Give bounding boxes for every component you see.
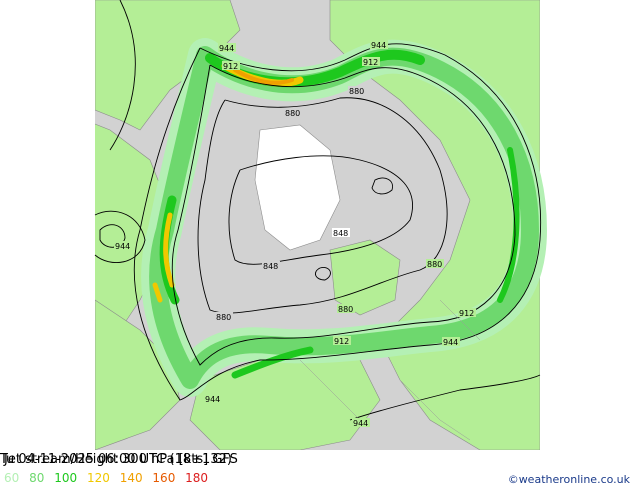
- contour-label: 912: [334, 337, 349, 346]
- contour-label: 944: [353, 419, 368, 428]
- speed-legend: 60 80 100 120 140 160 180: [4, 471, 214, 485]
- legend-item: 100: [54, 471, 78, 485]
- contour-label: 880: [338, 305, 353, 314]
- contour-label: 944: [115, 242, 130, 251]
- legend-item: 180: [185, 471, 209, 485]
- legend-item: 160: [152, 471, 176, 485]
- credit-link[interactable]: ©weatheronline.co.uk: [507, 473, 630, 486]
- contour-labels: 944 944 912 912 880 880 944 848 848 880 …: [114, 40, 476, 428]
- contour-label: 912: [459, 309, 474, 318]
- left-frame: [0, 0, 95, 450]
- contour-label: 880: [349, 87, 364, 96]
- coastlines: [299, 299, 481, 441]
- contour-label: 944: [219, 44, 234, 53]
- valid-time: Tu 04-11-2025 06:00 UTC (18+132): [0, 452, 232, 467]
- contour-label: 880: [216, 313, 231, 322]
- contour-label: 944: [371, 41, 386, 50]
- contour-label: 912: [223, 62, 238, 71]
- legend-item: 120: [86, 471, 110, 485]
- contour-label: 944: [443, 338, 458, 347]
- legend-item: 80: [29, 471, 45, 485]
- contour-label: 944: [205, 395, 220, 404]
- contour-label: 880: [285, 109, 300, 118]
- contour-label: 880: [427, 260, 442, 269]
- map-title: Jet stream/Height 300 hPa [kts] GFS: [4, 452, 238, 467]
- contour-label: 848: [263, 262, 278, 271]
- right-frame: [540, 0, 634, 450]
- jet-stream-map: 944 944 912 912 880 880 944 848 848 880 …: [0, 0, 634, 450]
- legend-item: 140: [119, 471, 143, 485]
- contour-label: 912: [363, 58, 378, 67]
- contour-label: 848: [333, 229, 348, 238]
- legend-item: 60: [4, 471, 20, 485]
